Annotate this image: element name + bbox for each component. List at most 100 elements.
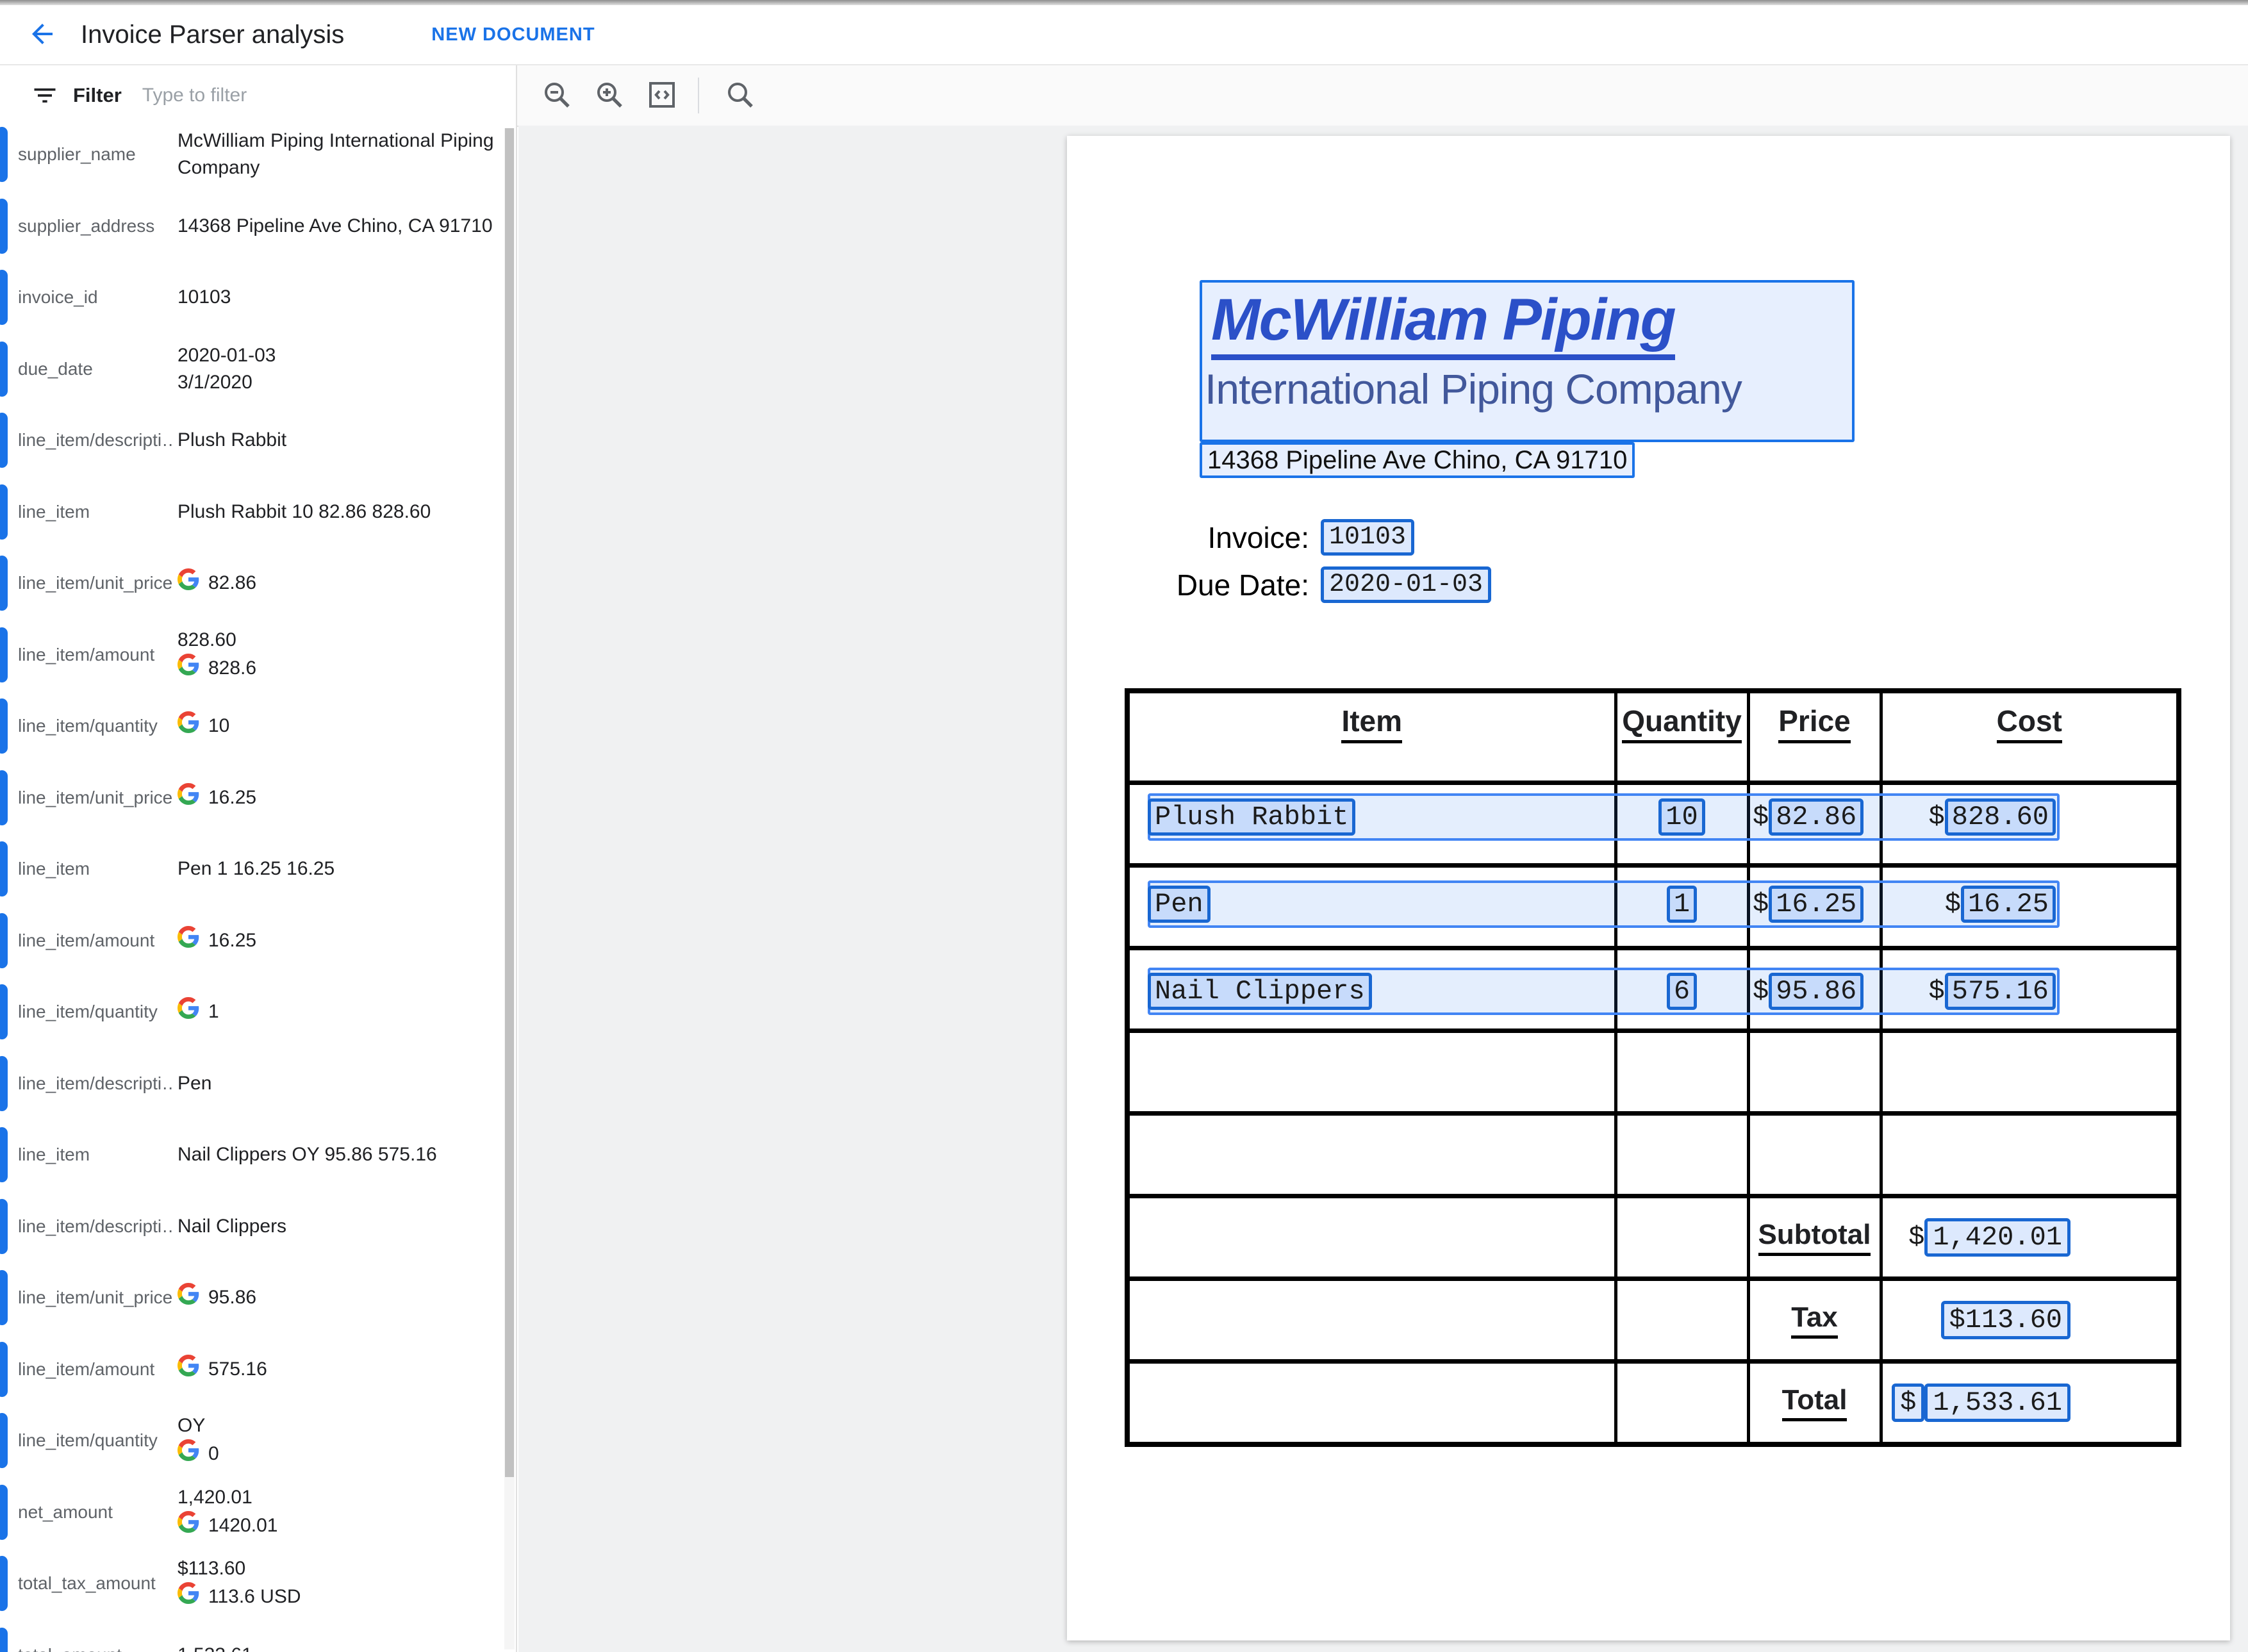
zoom-in-icon [594,79,625,112]
empty-cell [1614,1111,1750,1198]
unit-price-highlight[interactable]: 82.86 [1769,798,1864,836]
entity-row-total_tax_amount[interactable]: total_tax_amount $113.60 113.6 USD [0,1549,516,1617]
entity-value-text: 0 [208,1443,219,1464]
amount-highlight[interactable]: 16.25 [1960,886,2056,923]
entity-value: 82.86 [178,568,516,598]
entity-value: $113.60 113.6 USD [178,1555,516,1612]
entity-row-invoice_id[interactable]: invoice_id 10103 [0,263,516,331]
item-description-highlight[interactable]: Pen [1148,886,1211,923]
summary-value-cell: $1,420.01 [1879,1194,2181,1281]
sidebar-scrollbar[interactable] [504,128,515,1649]
filter-input[interactable] [140,84,451,107]
search-document-button[interactable] [721,76,759,115]
entity-marker-bar [0,1270,8,1325]
entity-row-line_itemunit_price[interactable]: line_item/unit_price 16.25 [0,764,516,832]
entity-row-total_amount[interactable]: total_amount 1,533.61 [0,1621,516,1652]
entity-row-line_itemquantity[interactable]: line_item/quantity 1 [0,978,516,1046]
table-header-text: Item [1341,704,1403,743]
entity-marker-bar [0,1627,8,1652]
entity-value-text: 14368 Pipeline Ave Chino, CA 91710 [178,215,493,236]
entity-type-label: line_item/quantity [18,1002,158,1021]
entity-row-supplier_address[interactable]: supplier_address 14368 Pipeline Ave Chin… [0,192,516,260]
entity-value: 1,533.61 [178,1642,516,1652]
summary-amount-highlight[interactable]: 1,420.01 [1924,1218,2070,1257]
zoom-in-button[interactable] [590,76,629,115]
entity-value-text: Nail Clippers OY 95.86 575.16 [178,1144,437,1165]
entity-row-net_amount[interactable]: net_amount 1,420.01 1420.01 [0,1478,516,1546]
entity-row-line_itemquantity[interactable]: line_item/quantity 10 [0,692,516,760]
app-bar: Invoice Parser analysis NEW DOCUMENT [0,5,2248,65]
entity-row-supplier_name[interactable]: supplier_name McWilliam Piping Internati… [0,126,516,188]
view-json-button[interactable] [643,76,681,115]
line-item-highlight[interactable]: Nail Clippers 6 $95.86 $575.16 [1148,968,2060,1015]
entity-marker-bar [0,1413,8,1468]
item-description-highlight[interactable]: Plush Rabbit [1148,798,1356,836]
entity-value: Nail Clippers OY 95.86 575.16 [178,1141,516,1168]
entity-value: 10103 [178,284,516,311]
entity-value: 14368 Pipeline Ave Chino, CA 91710 [178,213,516,240]
filter-label: Filter [73,84,122,106]
entity-row-line_item[interactable]: line_item Pen 1 16.25 16.25 [0,835,516,903]
invoice-id-highlight[interactable]: 10103 [1321,519,1415,556]
entity-row-line_itemquantity[interactable]: line_item/quantity OY 0 [0,1407,516,1474]
google-normalized-icon [178,782,208,813]
zoom-out-button[interactable] [538,76,576,115]
line-item-highlight[interactable]: Pen 1 $16.25 $16.25 [1148,880,2060,928]
entity-marker-bar [0,127,8,182]
entity-type-label: line_item/amount [18,1359,155,1379]
due-date-highlight[interactable]: 2020-01-03 [1321,566,1492,603]
new-document-button[interactable]: NEW DOCUMENT [427,24,599,46]
line-item-cell [1879,946,2181,1033]
entity-row-line_itemdescripti[interactable]: line_item/descripti… Pen [0,1050,516,1118]
entity-value-text: 1 [208,1001,219,1022]
currency-symbol: $ [1753,976,1769,1007]
amount-highlight[interactable]: 575.16 [1944,973,2056,1010]
entity-row-line_itemamount[interactable]: line_item/amount 575.16 [0,1335,516,1403]
entity-value: McWilliam Piping International Piping Co… [178,128,516,181]
entity-row-line_itemunit_price[interactable]: line_item/unit_price 95.86 [0,1264,516,1332]
unit-price-highlight[interactable]: 95.86 [1769,973,1864,1010]
empty-cell [1879,1111,2181,1198]
invoice-id-line: Invoice: 10103 [1067,519,1415,556]
entity-type-label: line_item/descripti… [18,1073,175,1093]
entity-value: 1,420.01 1420.01 [178,1484,516,1540]
empty-cell [1614,1194,1750,1281]
entity-row-line_itemdescripti[interactable]: line_item/descripti… Plush Rabbit [0,406,516,474]
currency-symbol: $ [1928,802,1945,832]
supplier-address-highlight[interactable]: 14368 Pipeline Ave Chino, CA 91710 [1200,442,1635,478]
entity-row-line_item[interactable]: line_item Nail Clippers OY 95.86 575.16 [0,1121,516,1189]
item-description-highlight[interactable]: Nail Clippers [1148,973,1372,1010]
entity-row-line_item[interactable]: line_item Plush Rabbit 10 82.86 828.60 [0,478,516,546]
supplier-name-highlight[interactable]: McWilliam Piping International Piping Co… [1200,280,1855,442]
entity-row-line_itemamount[interactable]: line_item/amount 16.25 [0,907,516,975]
entity-value: Nail Clippers [178,1213,516,1240]
entity-row-due_date[interactable]: due_date 2020-01-03 3/1/2020 [0,335,516,403]
entity-row-line_itemamount[interactable]: line_item/amount 828.60 828.6 [0,621,516,689]
unit-price-highlight[interactable]: 16.25 [1769,886,1864,923]
table-header-text: Price [1778,704,1851,743]
quantity-highlight[interactable]: 10 [1658,798,1705,836]
entity-value-text: 1420.01 [208,1514,278,1536]
window-top-shadow [0,0,2248,5]
entity-marker-bar [0,1055,8,1111]
entity-row-line_itemdescripti[interactable]: line_item/descripti… Nail Clippers [0,1193,516,1260]
back-button[interactable] [26,18,59,51]
entity-type-label: net_amount [18,1501,113,1522]
entity-row-line_itemunit_price[interactable]: line_item/unit_price 82.86 [0,549,516,617]
currency-symbol-highlight[interactable]: $ [1892,1384,1925,1422]
filter-list-icon[interactable] [31,81,59,110]
entity-type-label: line_item/unit_price [18,573,173,593]
amount-highlight[interactable]: 828.60 [1944,798,2056,836]
sidebar-scrollbar-thumb[interactable] [505,128,514,1477]
google-normalized-icon [178,1439,208,1469]
quantity-highlight[interactable]: 1 [1666,886,1698,923]
summary-label-text: Tax [1791,1301,1838,1339]
quantity-highlight[interactable]: 6 [1666,973,1698,1010]
entity-marker-bar [0,770,8,825]
line-item-highlight[interactable]: Plush Rabbit 10 $82.86 $828.60 [1148,793,2060,841]
google-normalized-icon [178,653,208,683]
summary-amount-highlight[interactable]: $113.60 [1940,1301,2070,1339]
entity-value-text: Pen 1 16.25 16.25 [178,858,335,879]
entity-value-text: 16.25 [208,929,257,951]
summary-amount-highlight[interactable]: 1,533.61 [1924,1384,2070,1422]
